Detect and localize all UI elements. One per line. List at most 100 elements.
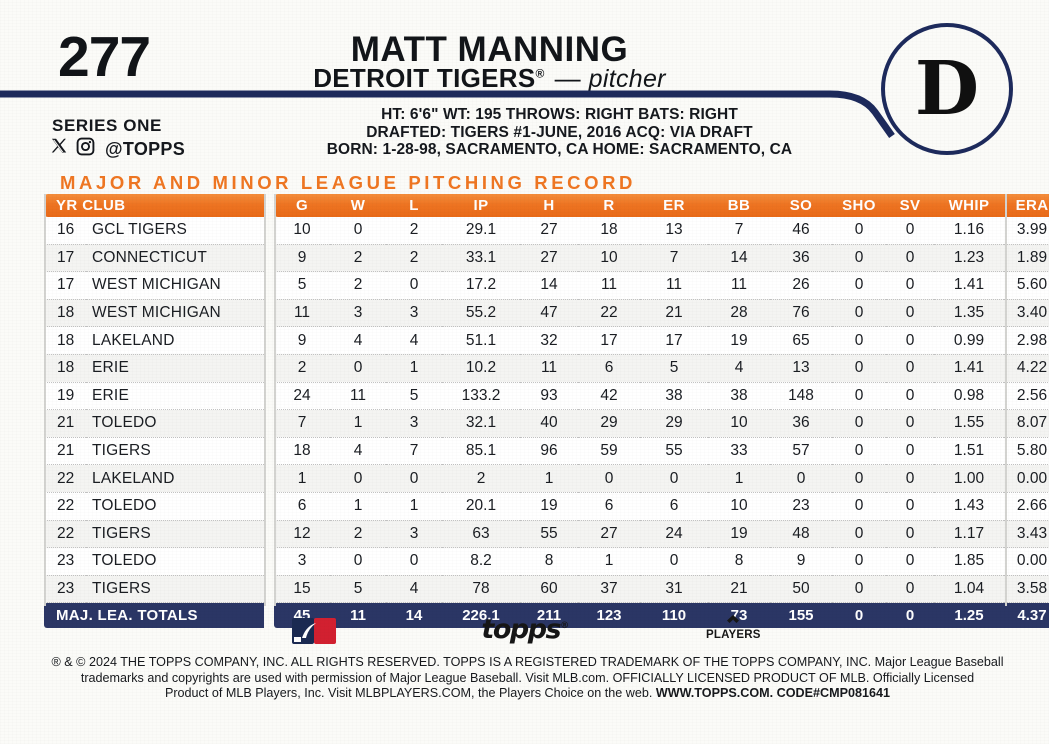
totals-cell-l: 14 <box>386 602 442 629</box>
totals-cell-sv: 0 <box>886 602 934 629</box>
cell-era: 2.66 <box>1004 492 1049 521</box>
cell-club: WEST MICHIGAN <box>86 299 264 328</box>
cell-bb: 8 <box>708 547 770 576</box>
col-header-r: R <box>578 194 640 217</box>
cell-r: 10 <box>578 244 640 273</box>
cell-bb: 19 <box>708 520 770 549</box>
cell-year: 23 <box>44 547 86 576</box>
cell-era: 3.40 <box>1004 299 1049 328</box>
cell-g: 7 <box>274 409 330 438</box>
bio-line-drafted: DRAFTED: TIGERS #1-JUNE, 2016 ACQ: VIA D… <box>366 123 753 141</box>
cell-so: 9 <box>770 547 832 576</box>
cell-year: 22 <box>44 520 86 549</box>
cell-bb: 10 <box>708 409 770 438</box>
team-position-line: DETROIT TIGERS® — pitcher <box>0 63 1049 94</box>
cell-l: 2 <box>386 217 442 245</box>
cell-club: TIGERS <box>86 437 264 466</box>
x-twitter-icon[interactable] <box>50 137 69 161</box>
cell-club: ERIE <box>86 382 264 411</box>
topps-wordmark: topps <box>481 614 561 645</box>
totals-cell-sho: 0 <box>832 602 886 629</box>
cell-l: 0 <box>386 271 442 300</box>
cell-era: 3.58 <box>1004 575 1049 604</box>
cell-whip: 1.16 <box>934 217 1004 245</box>
table-mid-rule-left <box>264 194 266 606</box>
cell-g: 24 <box>274 382 330 411</box>
cell-l: 4 <box>386 326 442 355</box>
cell-club: LAKELAND <box>86 326 264 355</box>
cell-er: 21 <box>640 299 708 328</box>
cell-g: 18 <box>274 437 330 466</box>
cell-sho: 0 <box>832 464 886 493</box>
legal-line-3: Product of MLB Players, Inc. Visit MLBPL… <box>36 686 1019 702</box>
cell-sv: 0 <box>886 382 934 411</box>
cell-sv: 0 <box>886 437 934 466</box>
cell-sv: 0 <box>886 520 934 549</box>
cell-w: 1 <box>330 409 386 438</box>
cell-era: 5.80 <box>1004 437 1049 466</box>
instagram-icon[interactable] <box>76 137 95 161</box>
cell-ip: 32.1 <box>442 409 520 438</box>
cell-year: 16 <box>44 217 86 245</box>
cell-h: 40 <box>520 409 578 438</box>
cell-sho: 0 <box>832 575 886 604</box>
cell-h: 96 <box>520 437 578 466</box>
cell-w: 0 <box>330 354 386 383</box>
logo-row: topps® PLAYERS <box>0 614 1049 648</box>
cell-club: CONNECTICUT <box>86 244 264 273</box>
cell-g: 9 <box>274 326 330 355</box>
col-header-l: L <box>386 194 442 217</box>
cell-h: 8 <box>520 547 578 576</box>
cell-era: 2.56 <box>1004 382 1049 411</box>
table-row: 18 WEST MICHIGAN 11 3 3 55.2 47 22 21 28 76 0 0 1.35 3… <box>44 299 1049 328</box>
cell-year: 19 <box>44 382 86 411</box>
col-header-so: SO <box>770 194 832 217</box>
cell-sv: 0 <box>886 492 934 521</box>
cell-sho: 0 <box>832 244 886 273</box>
cell-era: 3.43 <box>1004 520 1049 549</box>
cell-ip: 20.1 <box>442 492 520 521</box>
cell-club: TOLEDO <box>86 547 264 576</box>
cell-h: 60 <box>520 575 578 604</box>
cell-year: 21 <box>44 409 86 438</box>
cell-year: 22 <box>44 464 86 493</box>
cell-year: 22 <box>44 492 86 521</box>
totals-label: MAJ. LEA. TOTALS <box>44 602 264 629</box>
col-header-er: ER <box>640 194 708 217</box>
col-header-w: W <box>330 194 386 217</box>
cell-era: 5.60 <box>1004 271 1049 300</box>
cell-r: 6 <box>578 492 640 521</box>
cell-sho: 0 <box>832 520 886 549</box>
cell-r: 29 <box>578 409 640 438</box>
cell-g: 6 <box>274 492 330 521</box>
cell-whip: 1.43 <box>934 492 1004 521</box>
cell-sho: 0 <box>832 492 886 521</box>
totals-cell-er: 110 <box>640 602 708 629</box>
cell-sv: 0 <box>886 271 934 300</box>
cell-year: 21 <box>44 437 86 466</box>
cell-l: 4 <box>386 575 442 604</box>
cell-club: ERIE <box>86 354 264 383</box>
cell-g: 2 <box>274 354 330 383</box>
stats-section-title: MAJOR AND MINOR LEAGUE PITCHING RECORD <box>60 172 637 193</box>
cell-era: 2.98 <box>1004 326 1049 355</box>
player-bio: HT: 6'6" WT: 195 THROWS: RIGHT BATS: RIG… <box>0 106 1049 159</box>
cell-w: 4 <box>330 326 386 355</box>
totals-cell-era: 4.37 <box>1004 602 1049 629</box>
cell-h: 27 <box>520 244 578 273</box>
legal-copyright-text: ® & © 2024 THE TOPPS COMPANY, INC. ALL R… <box>36 655 1019 702</box>
cell-so: 46 <box>770 217 832 245</box>
social-handle: @TOPPS <box>105 138 186 159</box>
cell-sv: 0 <box>886 244 934 273</box>
legal-line-2: trademarks and copyrights are used with … <box>80 670 975 685</box>
cell-sv: 0 <box>886 326 934 355</box>
cell-whip: 1.55 <box>934 409 1004 438</box>
cell-club: TIGERS <box>86 575 264 604</box>
cell-so: 76 <box>770 299 832 328</box>
cell-r: 11 <box>578 271 640 300</box>
